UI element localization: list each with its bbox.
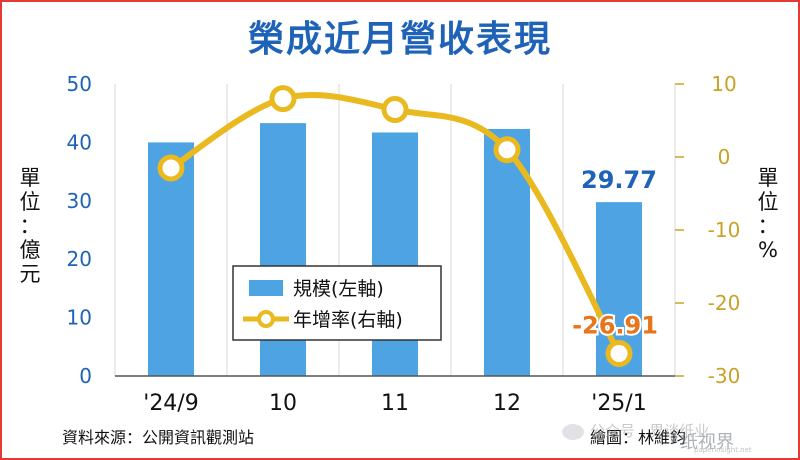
wechat-icon <box>562 424 584 440</box>
watermark-url: paperinsight.net <box>694 446 752 454</box>
right-axis-unit: 單位：% <box>758 166 779 262</box>
source-note: 資料來源：公開資訊觀測站 <box>62 428 255 447</box>
right-tick-label: -20 <box>708 291 741 315</box>
legend-swatch-bar <box>249 280 283 296</box>
credit-note: 繪圖：林維鈞 <box>590 428 687 447</box>
category-label: 11 <box>381 391 409 416</box>
right-axis-unit-char: ： <box>758 214 779 238</box>
legend-label-bar: 規模(左軸) <box>293 278 384 300</box>
watermark: 公众号 · 界谈纸业 纸视界 paperinsight.net <box>560 414 796 454</box>
left-tick-label: 50 <box>67 72 92 96</box>
left-axis-unit-char: 元 <box>20 262 41 286</box>
right-axis-unit-char: 單 <box>758 166 779 190</box>
line-point <box>157 154 185 182</box>
left-axis-unit-char: 單 <box>20 166 41 190</box>
left-tick-label: 10 <box>67 306 92 330</box>
left-axis-unit-char: 億 <box>20 238 41 262</box>
legend-label-line: 年增率(右軸) <box>293 309 403 331</box>
right-tick-label: -10 <box>708 218 741 242</box>
line-point <box>493 136 521 164</box>
line-point <box>381 96 409 124</box>
category-label: 10 <box>269 391 297 416</box>
category-label: '24/9 <box>143 391 198 416</box>
legend-swatch-marker <box>257 310 275 328</box>
left-tick-label: 0 <box>79 364 92 388</box>
watermark-text: 公众号 · 界谈纸业 <box>590 422 710 440</box>
right-axis-unit-char: % <box>758 238 778 262</box>
line-value-label: -26.91 <box>572 311 658 339</box>
left-tick-label: 30 <box>67 189 92 213</box>
right-tick-label: -30 <box>708 364 741 388</box>
right-tick-label: 0 <box>718 145 731 169</box>
right-axis-unit-char: 位 <box>758 190 779 214</box>
category-label: '25/1 <box>591 391 646 416</box>
left-axis-unit-char: ： <box>20 214 41 238</box>
left-axis-unit-char: 位 <box>20 190 41 214</box>
right-tick-label: 10 <box>711 72 736 96</box>
line-point <box>605 339 633 367</box>
growth-line <box>169 92 622 355</box>
left-axis-unit: 單位：億元 <box>20 166 41 286</box>
left-tick-label: 40 <box>67 130 92 154</box>
line-point <box>269 85 297 113</box>
watermark-logo: 纸视界 <box>680 432 734 453</box>
chart-title: 榮成近月營收表現 <box>247 19 552 60</box>
category-label: 12 <box>493 391 521 416</box>
left-tick-label: 20 <box>67 247 92 271</box>
bar-value-label: 29.77 <box>581 166 657 194</box>
